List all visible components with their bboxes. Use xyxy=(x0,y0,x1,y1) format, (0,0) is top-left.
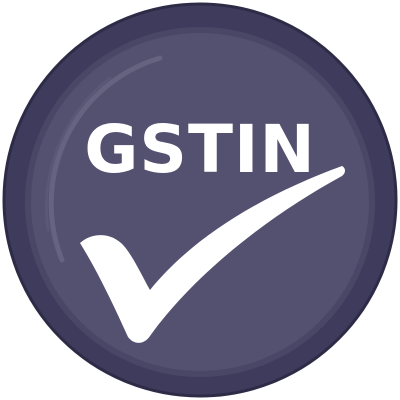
badge-highlight-arc-2 xyxy=(45,76,112,232)
badge-highlight-arc xyxy=(48,55,163,263)
checkmark-icon xyxy=(80,166,345,343)
badge-label: GSTIN xyxy=(84,111,316,188)
badge-inner-rim xyxy=(25,27,375,377)
